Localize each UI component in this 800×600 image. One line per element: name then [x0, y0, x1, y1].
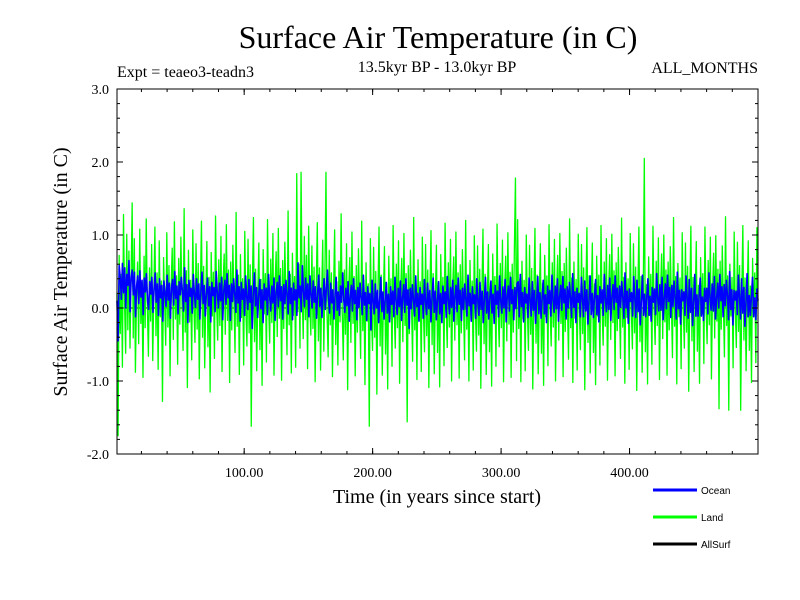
legend-label-allsurf: AllSurf — [701, 540, 731, 551]
plot-area — [116, 157, 759, 437]
plot-frame — [116, 88, 759, 455]
chart-subtitle: 13.5kyr BP - 13.0kyr BP — [358, 59, 517, 76]
legend-label-ocean: Ocean — [701, 486, 730, 497]
y-tick-label: 2.0 — [92, 156, 110, 171]
x-tick-label: 200.00 — [353, 466, 392, 481]
x-tick-label: 300.00 — [482, 466, 521, 481]
y-tick-label: 0.0 — [92, 302, 110, 317]
series-line-ocean — [116, 259, 759, 342]
months-label: ALL_MONTHS — [651, 60, 758, 77]
experiment-label: Expt = teaeo3-teadn3 — [117, 64, 254, 81]
y-tick-label: 3.0 — [92, 83, 110, 98]
axes: -2.0 -1.0 0.0 1.0 2.0 3.0 100.00 200.00 300.00 40… — [87, 83, 758, 481]
x-axis-label: Time (in years since start) — [333, 486, 541, 508]
legend: Ocean Land AllSurf — [653, 486, 731, 551]
y-tick-label: -1.0 — [87, 375, 109, 390]
chart-title: Surface Air Temperature (in C) — [239, 19, 638, 55]
y-tick-label: 1.0 — [92, 229, 110, 244]
x-tick-label: 100.00 — [225, 466, 264, 481]
y-tick-label: -2.0 — [87, 448, 109, 463]
y-axis-label: Surface Air Temperature (in C) — [50, 147, 72, 396]
legend-label-land: Land — [701, 513, 723, 524]
x-tick-label: 400.00 — [610, 466, 649, 481]
